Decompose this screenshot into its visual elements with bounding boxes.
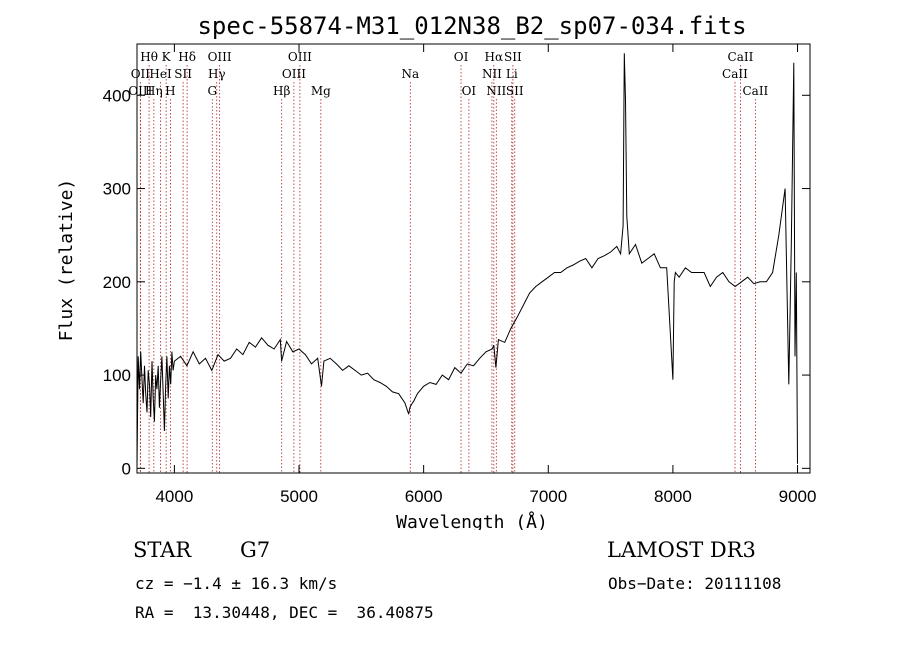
marker-label: Hη (145, 84, 163, 98)
marker-label: OIII (282, 67, 306, 81)
marker-label: HeI (149, 67, 172, 81)
x-tick-label: 8000 (654, 487, 692, 506)
marker-label: OIII (128, 84, 152, 98)
marker-label: CaII (742, 84, 768, 98)
subclass-label: G7 (240, 538, 271, 562)
x-tick-label: 7000 (529, 487, 567, 506)
y-tick-label: 0 (122, 459, 131, 478)
obs-date-label: Obs−Date: 20111108 (608, 574, 782, 593)
marker-label: Hα (485, 50, 504, 64)
x-tick-label: 4000 (155, 487, 193, 506)
marker-label: Li (506, 67, 518, 81)
marker-label: NII (482, 67, 502, 81)
marker-label: OIII (208, 50, 232, 64)
x-axis-label: Wavelength (Å) (396, 511, 548, 530)
marker-label: Hγ (208, 67, 226, 81)
x-tick-label: 5000 (280, 487, 318, 506)
y-tick-label: 200 (103, 273, 131, 292)
marker-labels: Hθ OII OIII K HeI Hη SII H Hδ OIII Hγ G Hβ OIII OIII Mg… (128, 50, 768, 98)
marker-label: H (165, 84, 175, 98)
marker-label: CaII (728, 50, 754, 64)
marker-label: CaII (722, 67, 748, 81)
y-tick-label: 100 (103, 366, 131, 385)
x-axis-ticks: 4000 5000 6000 7000 8000 9000 (155, 44, 816, 506)
marker-label: OI (462, 84, 477, 98)
y-tick-label: 300 (103, 180, 131, 199)
plot-frame (136, 43, 811, 474)
y-axis-label: Flux (relative) (56, 179, 77, 342)
marker-label: OIII (288, 50, 312, 64)
class-label: STAR (133, 538, 192, 562)
marker-label: Mg (311, 84, 331, 98)
redshift-label: cz = −1.4 ± 16.3 km/s (135, 574, 338, 593)
coordinates-label: RA = 13.30448, DEC = 36.40875 (135, 603, 434, 622)
x-tick-label: 6000 (405, 487, 443, 506)
marker-lines (139, 65, 756, 473)
marker-label: SII (504, 50, 522, 64)
chart-title: spec-55874-M31_012N38_B2_sp07-034.fits (197, 12, 746, 40)
marker-label: Hδ (178, 50, 196, 64)
marker-label: OI (454, 50, 469, 64)
y-axis-ticks: 0 100 200 300 400 (103, 86, 810, 478)
y-tick-label: 400 (103, 86, 131, 105)
marker-label: SII (174, 67, 192, 81)
marker-label: G (207, 84, 217, 98)
marker-label: SII (506, 84, 524, 98)
spectrum-chart: spec-55874-M31_012N38_B2_sp07-034.fits H… (56, 12, 816, 530)
marker-label: OII (131, 67, 151, 81)
marker-label: Hθ (140, 50, 158, 64)
marker-label: NII (486, 84, 506, 98)
marker-label: Hβ (273, 84, 290, 98)
survey-label: LAMOST DR3 (607, 538, 756, 562)
marker-label: Na (401, 67, 419, 81)
spectrum-line (136, 53, 798, 467)
marker-label: K (162, 50, 172, 64)
x-tick-label: 9000 (779, 487, 817, 506)
